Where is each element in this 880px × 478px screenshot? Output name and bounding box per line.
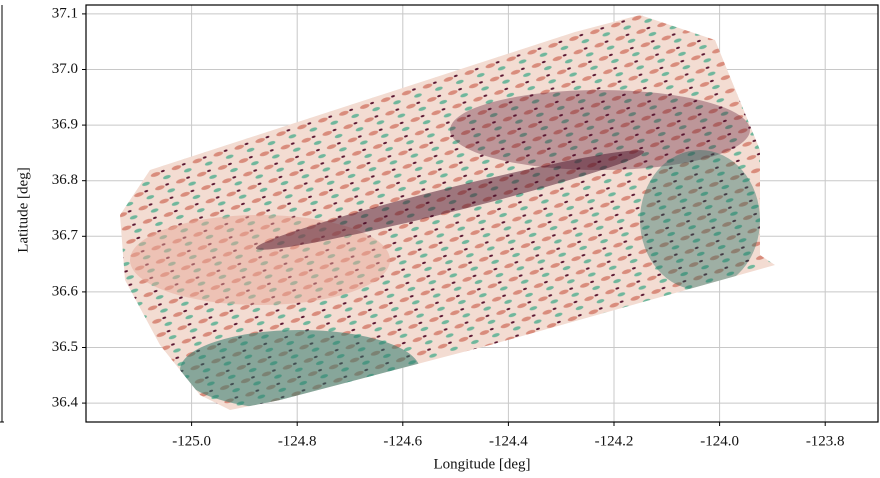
y-tick-label: 37.0 <box>52 61 78 77</box>
x-tick-label: -124.4 <box>489 433 528 449</box>
y-tick-label: 37.1 <box>52 5 78 21</box>
plot-frame <box>85 4 879 423</box>
swath <box>120 15 775 410</box>
y-tick-label: 36.8 <box>52 172 78 188</box>
y-tick-label: 36.7 <box>52 228 79 244</box>
y-tick-label: 36.4 <box>52 395 79 411</box>
x-tick-label: -124.0 <box>700 433 739 449</box>
y-tick-label: 36.5 <box>52 339 78 355</box>
x-tick-label: -125.0 <box>172 433 211 449</box>
y-tick-label: 36.9 <box>52 117 78 133</box>
y-axis-label: Latitude [deg] <box>15 167 31 252</box>
x-axis-label: Longitude [deg] <box>433 456 530 472</box>
x-tick-label: -124.6 <box>383 433 422 449</box>
x-tick-label: -124.8 <box>278 433 317 449</box>
y-tick-label: 36.6 <box>52 283 79 299</box>
x-tick-label: -123.8 <box>806 433 845 449</box>
x-tick-label: -124.2 <box>595 433 634 449</box>
